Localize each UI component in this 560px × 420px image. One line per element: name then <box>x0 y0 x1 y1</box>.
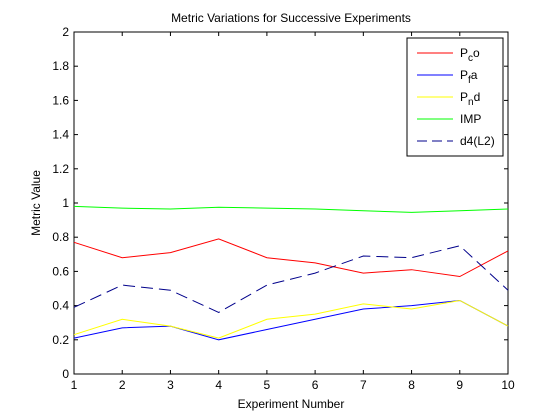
legend-label: Pnd <box>460 90 480 108</box>
x-tick-label: 7 <box>360 378 367 392</box>
legend-label-main: P <box>460 90 468 104</box>
x-tick-label: 2 <box>119 378 126 392</box>
legend-label-subscript: n <box>468 97 474 108</box>
series-line-pnd <box>73 299 509 339</box>
x-tick-label: 3 <box>167 378 174 392</box>
y-tick-label: 1.4 <box>52 128 69 142</box>
legend-label: d4(L2) <box>460 134 495 148</box>
x-tick-label: 10 <box>501 378 515 392</box>
x-tick-label: 5 <box>264 378 271 392</box>
legend-label-main: P <box>460 46 468 60</box>
y-tick-label: 0.2 <box>52 333 69 347</box>
series-lines <box>73 205 509 341</box>
chart-title: Metric Variations for Successive Experim… <box>171 11 411 25</box>
legend-label-suffix: a <box>471 68 478 82</box>
y-axis: 0 0.2 0.4 0.6 0.8 1 1.2 1.4 1.6 1.8 2 <box>52 25 508 381</box>
y-tick-label: 1 <box>62 196 69 210</box>
y-tick-label: 1.8 <box>52 59 69 73</box>
legend-label-suffix: o <box>473 46 480 60</box>
x-tick-label: 4 <box>215 378 222 392</box>
y-tick-label: 0 <box>62 367 69 381</box>
y-tick-label: 0.4 <box>52 299 69 313</box>
legend-label-main: IMP <box>460 112 481 126</box>
x-axis-label: Experiment Number <box>238 397 345 411</box>
y-tick-label: 0.6 <box>52 264 69 278</box>
series-line-pco <box>73 238 509 278</box>
legend-label-main: d4(L2) <box>460 134 495 148</box>
x-tick-label: 6 <box>312 378 319 392</box>
series-line-imp <box>73 205 509 213</box>
x-axis: 1 2 3 4 5 6 7 8 9 10 <box>71 32 515 392</box>
legend-label: Pco <box>460 46 480 64</box>
legend-label-main: P <box>460 68 468 82</box>
x-tick-label: 8 <box>408 378 415 392</box>
y-tick-label: 0.8 <box>52 230 69 244</box>
x-tick-label: 1 <box>71 378 78 392</box>
y-tick-label: 1.6 <box>52 93 69 107</box>
x-tick-label: 9 <box>456 378 463 392</box>
y-tick-label: 1.2 <box>52 162 69 176</box>
legend-label: IMP <box>460 112 481 126</box>
legend-label-subscript: c <box>468 53 473 64</box>
legend-label-suffix: d <box>474 90 481 104</box>
series-line-d4-l2 <box>73 245 509 314</box>
legend-label: Pfa <box>460 68 478 86</box>
legend-label-subscript: f <box>468 75 471 86</box>
y-tick-label: 2 <box>62 25 69 39</box>
y-axis-label: Metric Value <box>29 170 43 236</box>
series-line-pfa <box>73 299 509 341</box>
